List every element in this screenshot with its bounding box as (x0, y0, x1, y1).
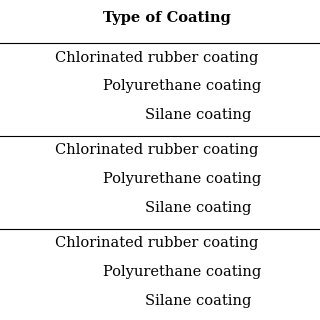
Text: Type of Coating: Type of Coating (102, 11, 230, 25)
Text: Chlorinated rubber coating: Chlorinated rubber coating (55, 51, 259, 65)
Text: Chlorinated rubber coating: Chlorinated rubber coating (55, 236, 259, 250)
Text: Silane coating: Silane coating (145, 108, 252, 122)
Text: Polyurethane coating: Polyurethane coating (103, 172, 261, 186)
Text: Polyurethane coating: Polyurethane coating (103, 265, 261, 279)
Text: Chlorinated rubber coating: Chlorinated rubber coating (55, 143, 259, 157)
Text: Polyurethane coating: Polyurethane coating (103, 79, 261, 93)
Text: Silane coating: Silane coating (145, 294, 252, 308)
Text: Silane coating: Silane coating (145, 201, 252, 215)
